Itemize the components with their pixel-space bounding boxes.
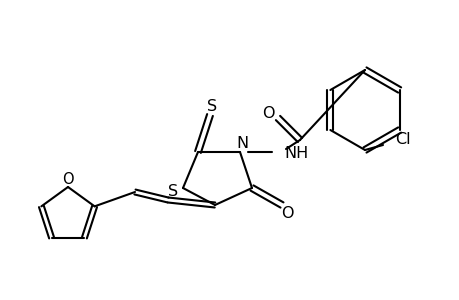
Text: O: O <box>261 106 274 122</box>
Text: N: N <box>235 136 247 151</box>
Text: S: S <box>207 98 217 113</box>
Text: O: O <box>62 172 73 187</box>
Text: NH: NH <box>283 146 308 160</box>
Text: O: O <box>280 206 293 220</box>
Text: S: S <box>168 184 178 200</box>
Text: Cl: Cl <box>394 133 410 148</box>
